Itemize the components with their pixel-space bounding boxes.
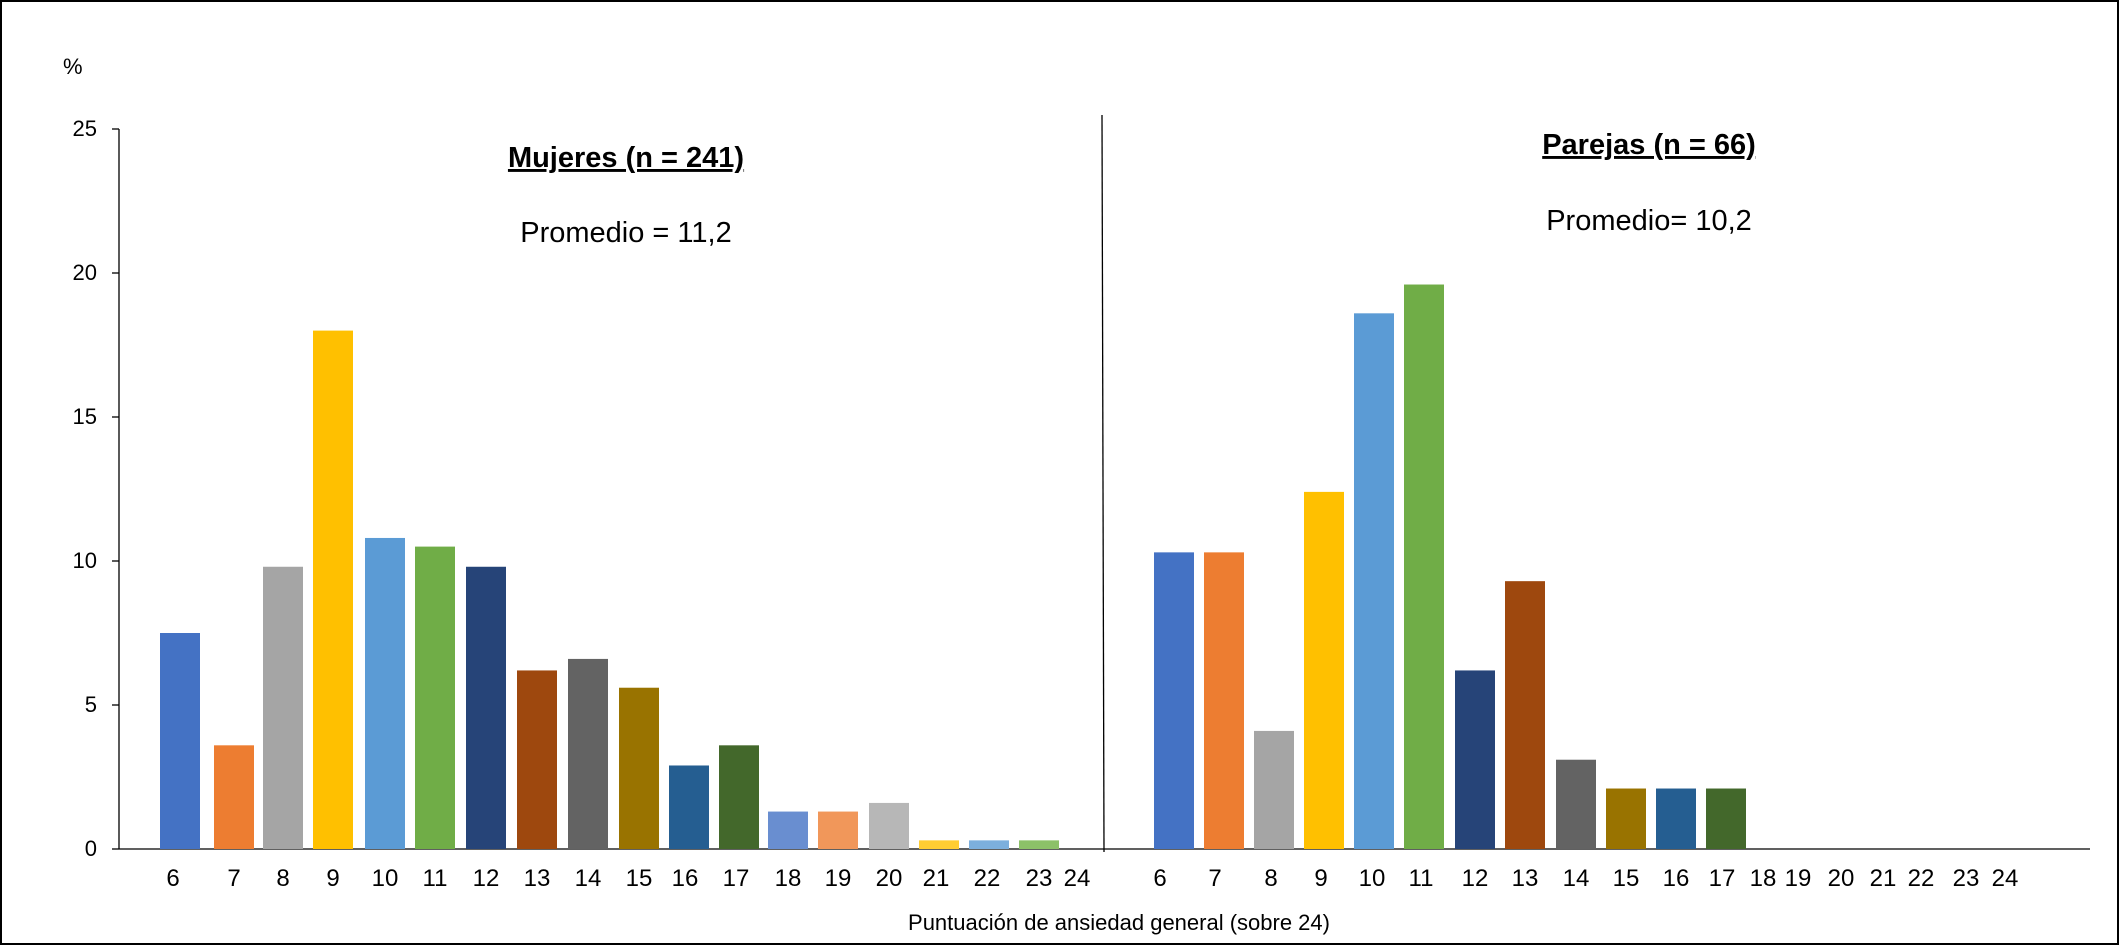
bar-parejas-10: [1354, 313, 1394, 849]
x-tick-label: 21: [923, 865, 950, 892]
x-tick-label: 8: [276, 865, 289, 892]
x-tick-label: 13: [524, 865, 551, 892]
y-tick-label: 0: [85, 836, 97, 861]
x-tick-label: 7: [1208, 865, 1221, 892]
x-tick-label: 19: [1785, 865, 1812, 892]
bar-mujeres-7: [214, 745, 254, 849]
x-tick-label: 17: [1709, 865, 1736, 892]
bar-parejas-9: [1304, 491, 1344, 849]
bar-mujeres-9: [313, 330, 353, 850]
panel-title: Parejas (n = 66): [1542, 129, 1756, 161]
x-tick-label: 24: [1064, 865, 1091, 892]
bar-parejas-13: [1505, 581, 1545, 849]
bar-parejas-8: [1254, 730, 1294, 849]
bar-mujeres-21: [919, 840, 959, 849]
bar-mujeres-10: [365, 537, 405, 849]
bar-mujeres-20: [869, 802, 909, 849]
x-axis-title: Puntuación de ansiedad general (sobre 24…: [908, 910, 1330, 935]
x-tick-label: 16: [672, 865, 699, 892]
bar-mujeres-23: [1019, 840, 1059, 849]
panel-divider: [1101, 114, 1105, 853]
bar-parejas-12: [1455, 670, 1495, 849]
panel-title: Mujeres (n = 241): [508, 142, 744, 174]
x-tick-label: 24: [1992, 865, 2019, 892]
x-tick-label: 18: [775, 865, 802, 892]
x-tick-label: 23: [1026, 865, 1053, 892]
x-tick-label: 7: [227, 865, 240, 892]
x-tick-label: 22: [1908, 865, 1935, 892]
y-tick-label: 5: [85, 692, 97, 717]
x-tick-label: 22: [974, 865, 1001, 892]
x-tick-label: 21: [1870, 865, 1897, 892]
x-tick-label: 18: [1750, 865, 1777, 892]
x-tick-label: 8: [1264, 865, 1277, 892]
x-tick-label: 20: [876, 865, 903, 892]
x-tick-label: 9: [326, 865, 339, 892]
axes: [112, 114, 2090, 853]
x-tick-label: 12: [1462, 865, 1489, 892]
bar-parejas-16: [1656, 788, 1696, 849]
bar-mujeres-11: [415, 546, 455, 849]
x-tick-label: 10: [1359, 865, 1386, 892]
panel-average-note: Promedio= 10,2: [1546, 205, 1752, 237]
bar-parejas-7: [1204, 552, 1244, 849]
bar-mujeres-6: [160, 633, 200, 849]
bar-parejas-17: [1706, 788, 1746, 849]
x-tick-label: 12: [473, 865, 500, 892]
bar-mujeres-14: [568, 658, 608, 849]
panel-average-note: Promedio = 11,2: [520, 217, 731, 249]
x-tick-label: 17: [723, 865, 750, 892]
x-tick-label: 6: [1153, 865, 1166, 892]
x-tick-label: 15: [1613, 865, 1640, 892]
labels: 0 5 10 15 20 25% Puntuación de ansiedad genera…: [63, 54, 2018, 935]
bar-mujeres-15: [619, 687, 659, 849]
bars: [160, 284, 1746, 850]
x-tick-label: 15: [626, 865, 653, 892]
y-tick-label: 20: [73, 260, 97, 285]
x-tick-label: 11: [1409, 865, 1434, 892]
y-tick-label: 15: [73, 404, 97, 429]
bar-mujeres-18: [768, 811, 808, 849]
y-axis-label: %: [63, 54, 83, 79]
x-tick-label: 13: [1512, 865, 1539, 892]
x-tick-label: 23: [1953, 865, 1980, 892]
x-tick-label: 11: [423, 865, 448, 892]
x-tick-label: 14: [575, 865, 602, 892]
bar-mujeres-16: [669, 765, 709, 849]
bar-mujeres-19: [818, 811, 858, 849]
x-tick-label: 6: [166, 865, 179, 892]
x-tick-label: 9: [1314, 865, 1327, 892]
bar-mujeres-17: [719, 745, 759, 849]
x-tick-label: 19: [825, 865, 852, 892]
y-tick-label: 10: [73, 548, 97, 573]
bar-mujeres-8: [263, 566, 303, 849]
x-tick-label: 20: [1828, 865, 1855, 892]
x-tick-label: 14: [1563, 865, 1590, 892]
y-tick-label: 25: [73, 116, 97, 141]
bar-parejas-6: [1154, 552, 1194, 849]
x-tick-label: 10: [372, 865, 399, 892]
bar-parejas-15: [1606, 788, 1646, 849]
bar-mujeres-13: [517, 670, 557, 849]
bar-parejas-14: [1556, 759, 1596, 849]
bar-parejas-11: [1404, 284, 1444, 849]
bar-mujeres-22: [969, 840, 1009, 849]
bar-mujeres-12: [466, 566, 506, 849]
x-tick-label: 16: [1663, 865, 1690, 892]
